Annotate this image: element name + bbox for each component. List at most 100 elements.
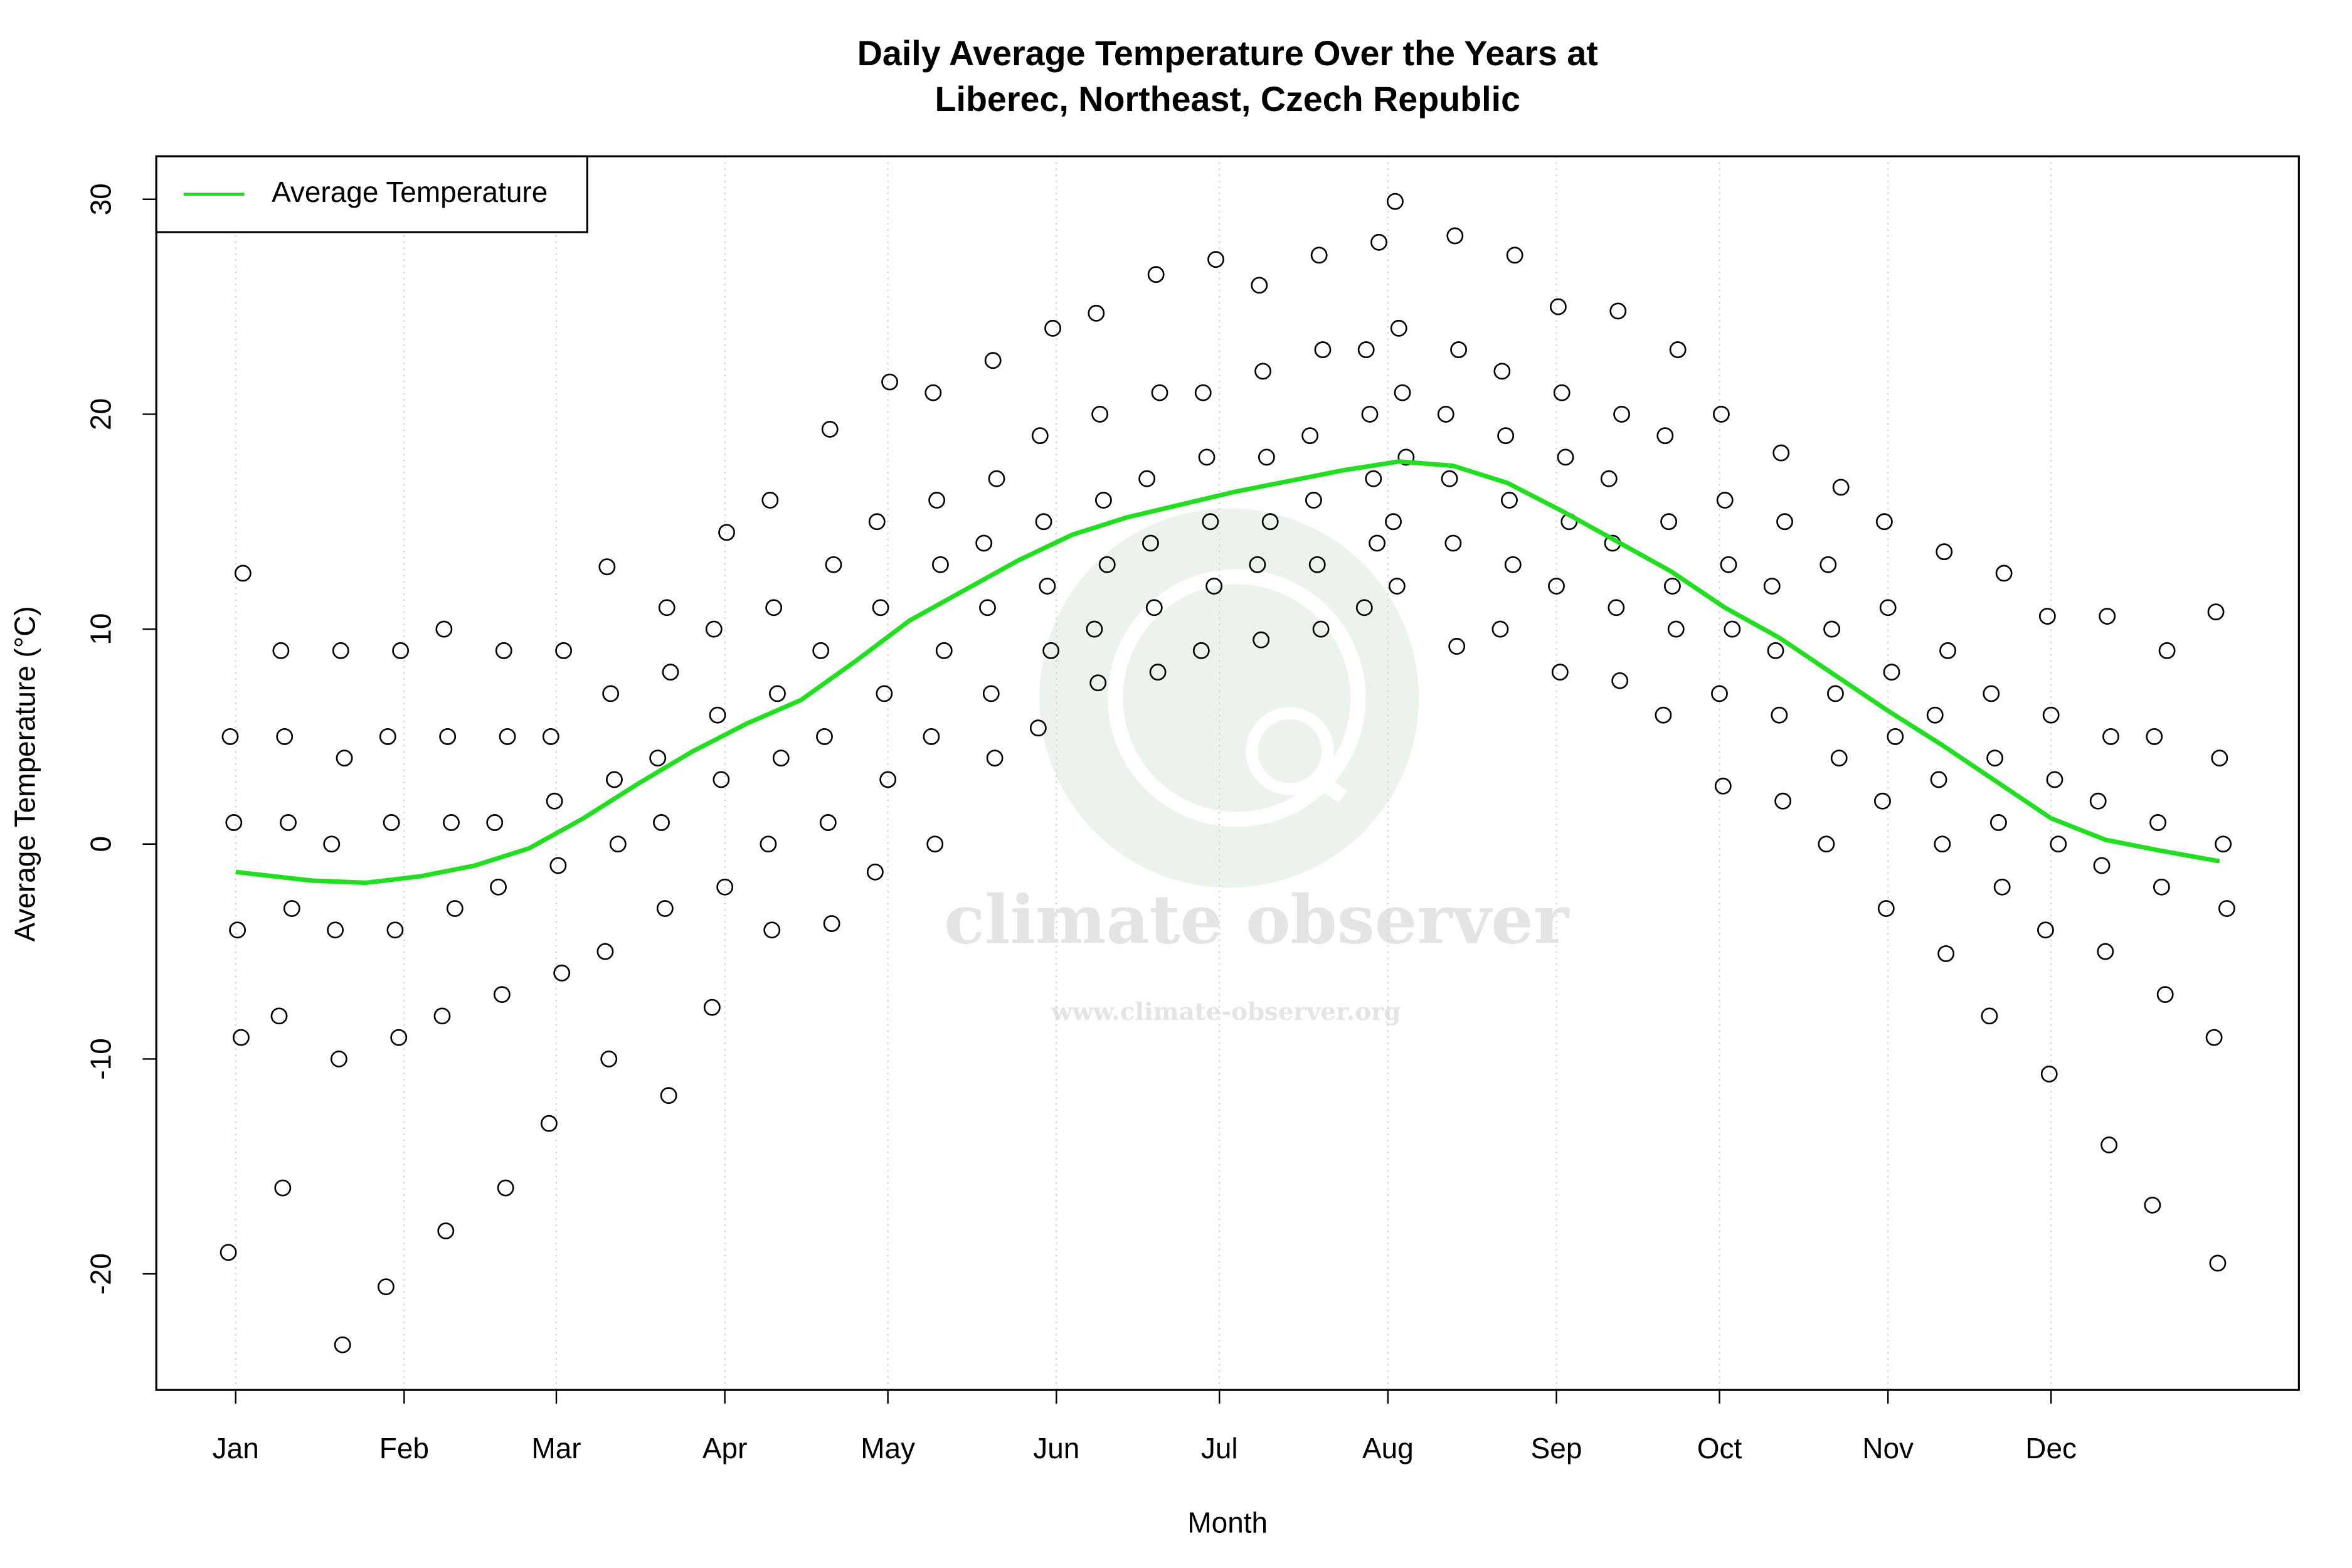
point (1031, 427, 1049, 445)
point (979, 599, 996, 617)
point (1493, 363, 1511, 380)
x-tick-label: Aug (1362, 1432, 1414, 1465)
point (1207, 251, 1224, 268)
point (1192, 642, 1210, 659)
point (606, 771, 623, 788)
point (497, 1179, 514, 1197)
point (1609, 302, 1627, 320)
chart-title: Liberec, Northeast, Czech Republic (935, 80, 1520, 119)
point (709, 706, 726, 724)
point (1491, 620, 1509, 638)
point (1098, 556, 1116, 573)
point (232, 1029, 250, 1046)
point (2042, 706, 2060, 724)
point (2050, 835, 2067, 853)
point (602, 685, 620, 702)
scatter-points (220, 193, 2235, 1353)
point (763, 921, 781, 939)
point (1142, 534, 1159, 552)
point (924, 384, 942, 401)
point (988, 470, 1005, 487)
point (1312, 620, 1330, 638)
point (1437, 405, 1454, 423)
point (1826, 685, 1844, 702)
point (935, 642, 953, 659)
point (1818, 835, 1835, 853)
x-tick-label: May (861, 1432, 915, 1465)
point (1301, 427, 1319, 445)
point (1504, 556, 1522, 573)
point (1712, 405, 1730, 423)
point (1147, 266, 1165, 283)
x-tick-label: Jan (213, 1432, 259, 1465)
point (769, 685, 786, 702)
point (280, 814, 297, 831)
point (1385, 513, 1402, 531)
point (2097, 943, 2114, 960)
point (1664, 578, 1681, 595)
point (1716, 492, 1734, 509)
y-tick-label: -20 (85, 1253, 117, 1295)
point (1771, 706, 1788, 724)
point (1926, 706, 1944, 724)
point (490, 878, 507, 896)
point (1198, 448, 1216, 466)
point (1205, 578, 1223, 595)
point (761, 492, 779, 509)
point (383, 814, 400, 831)
point (1450, 341, 1468, 359)
point (1397, 448, 1415, 466)
point (1314, 341, 1332, 359)
point (718, 524, 736, 541)
legend-label: Average Temperature (272, 176, 548, 208)
point (1995, 564, 2013, 582)
point (1660, 513, 1678, 531)
point (1548, 578, 1565, 595)
point (229, 921, 246, 939)
point (1035, 513, 1052, 531)
point (1820, 556, 1837, 573)
x-tick-label: Nov (1862, 1432, 1914, 1465)
point (1249, 556, 1266, 573)
point (1823, 620, 1841, 638)
point (2207, 603, 2225, 621)
point (1194, 384, 1212, 401)
point (866, 863, 884, 881)
point (2046, 771, 2063, 788)
point (881, 373, 899, 391)
point (1444, 534, 1462, 552)
point (2146, 728, 2163, 745)
point (1088, 304, 1105, 322)
point (486, 814, 504, 831)
point (986, 750, 1004, 767)
point (598, 558, 616, 576)
point (1981, 1007, 1998, 1025)
point (446, 900, 464, 917)
point (555, 642, 573, 659)
point (1993, 878, 2011, 896)
point (928, 492, 946, 509)
point (1553, 384, 1571, 401)
point (1937, 945, 1955, 962)
point (821, 420, 839, 438)
point (1308, 556, 1326, 573)
point (1251, 277, 1268, 294)
point (2205, 1029, 2223, 1046)
point (276, 728, 294, 745)
point (816, 728, 833, 745)
point (334, 1336, 351, 1353)
point (270, 1007, 288, 1025)
point (1253, 631, 1270, 649)
point (1655, 706, 1672, 724)
y-tick-label: 10 (85, 613, 117, 645)
point (1875, 513, 1893, 531)
point (1774, 792, 1792, 810)
point (1883, 664, 1900, 681)
point (1202, 513, 1219, 531)
x-tick-label: Sep (1531, 1432, 1582, 1465)
point (656, 900, 674, 917)
point (1887, 728, 1904, 745)
point (716, 878, 734, 896)
point (1361, 405, 1379, 423)
point (1042, 642, 1060, 659)
